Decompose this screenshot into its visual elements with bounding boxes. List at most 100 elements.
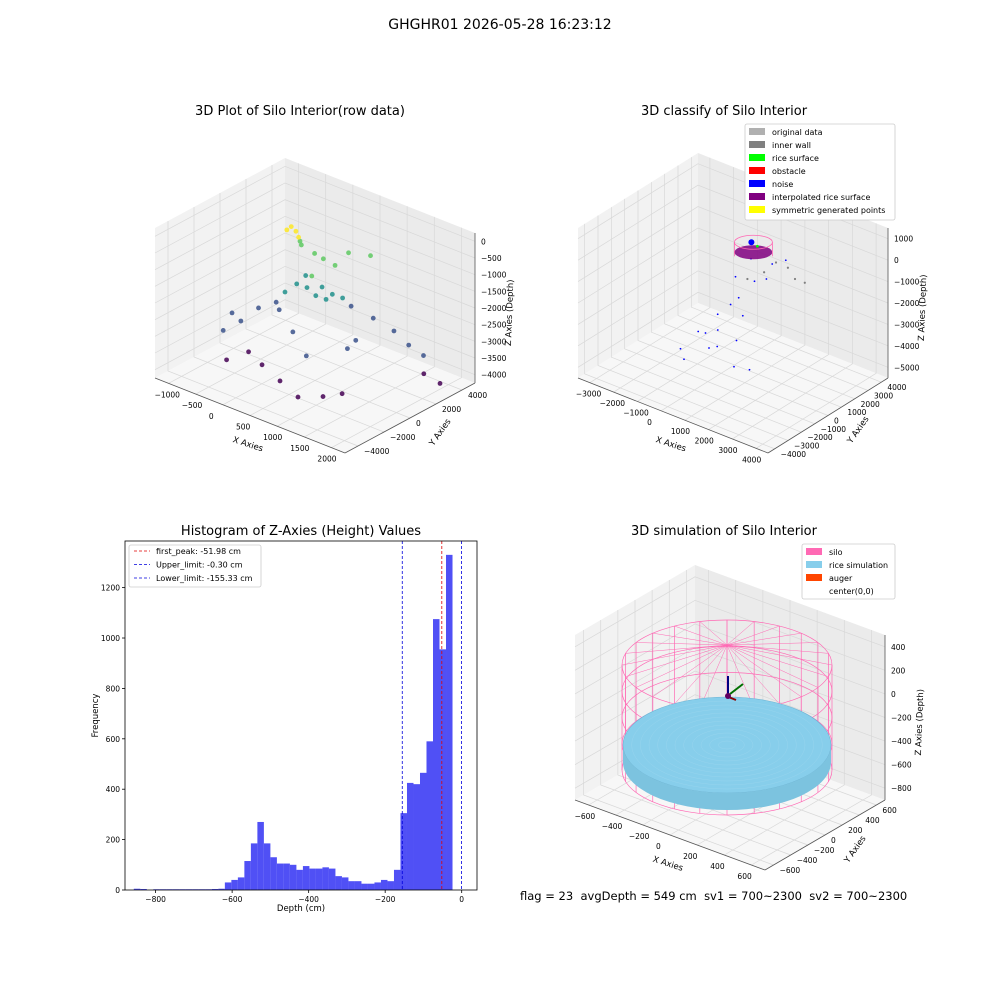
scatter-point	[282, 289, 288, 295]
legend-swatch	[749, 180, 765, 187]
grid-z	[154, 232, 476, 309]
auger-marker	[748, 239, 755, 246]
x-axis-label: X Axies	[654, 435, 687, 454]
histogram-bar	[328, 868, 336, 890]
x-tick-label: −800	[145, 895, 166, 904]
y-axis-line	[344, 382, 476, 454]
grid-x	[222, 184, 354, 406]
grid-y	[624, 198, 815, 425]
histogram-bar	[224, 882, 232, 890]
scatter-point	[220, 328, 226, 333]
legend-swatch	[749, 206, 765, 213]
silo-roof-line	[726, 644, 780, 705]
legend-entry: silo	[829, 548, 843, 557]
scatter-point	[339, 391, 345, 397]
y-axis-line	[767, 377, 889, 454]
original-point	[774, 261, 778, 264]
histogram-bar	[133, 888, 141, 890]
legend-entry: original data	[772, 128, 823, 137]
scatter-point	[256, 305, 261, 311]
z-tick-label: −3500	[481, 354, 507, 363]
scatter-point	[290, 329, 296, 335]
legend-entry: inner wall	[772, 141, 811, 150]
x-tick-label: 4000	[742, 455, 761, 464]
z-tick-label: −400	[891, 737, 912, 746]
y-tick-label: −2000	[807, 433, 833, 442]
z-tick-label: 400	[891, 643, 906, 652]
silo-roof-line	[726, 644, 802, 698]
x-tick-label: −1000	[623, 408, 649, 417]
rice-surface	[622, 696, 832, 810]
grid-z	[154, 182, 476, 259]
histogram-bar	[413, 784, 420, 890]
legend-swatch	[806, 574, 822, 581]
z-tick-label: −2000	[481, 304, 507, 313]
grid-z	[577, 270, 889, 347]
legend-swatch	[806, 561, 822, 568]
z-axis-label: Z Axies (Depth)	[917, 274, 929, 341]
grid-x	[724, 620, 845, 856]
scatter-point	[303, 273, 309, 278]
histogram-bar	[393, 869, 401, 890]
legend-swatch	[749, 167, 765, 174]
y-tick-label: −400	[797, 856, 818, 865]
legend-entry: auger	[829, 574, 853, 583]
y-tick-label: 2000	[861, 400, 880, 409]
rice-surface-point	[756, 244, 759, 248]
histogram-bar	[348, 881, 355, 890]
histogram-bar	[439, 649, 447, 890]
z-tick-label: −3000	[894, 320, 920, 329]
grid-z	[154, 199, 476, 275]
x-tick-label: −500	[182, 401, 203, 410]
histogram-bar	[211, 888, 219, 890]
z-tick-label: −1000	[481, 271, 507, 280]
legend-swatch	[749, 128, 765, 135]
noise-point	[735, 339, 738, 342]
grid-z	[154, 265, 476, 342]
y-tick-label: 1200	[101, 584, 120, 593]
z-tick-label: 0	[481, 237, 486, 246]
auger-y-arrow	[729, 683, 744, 695]
legend-entry: rice simulation	[829, 561, 888, 570]
y-tick-label: −200	[814, 846, 835, 855]
y-tick-label: 4000	[468, 391, 487, 400]
x-tick-label: −3000	[576, 390, 602, 399]
grid-z	[574, 576, 886, 648]
rice-mesh	[718, 740, 736, 750]
scatter-point	[370, 315, 376, 321]
scatter-point	[353, 337, 359, 343]
scatter-point	[421, 353, 426, 358]
scatter-point	[303, 353, 309, 359]
y-tick-label: 4000	[887, 383, 906, 392]
original-point	[803, 281, 806, 284]
x-tick-label: 200	[683, 852, 698, 861]
legend-entry: noise	[772, 180, 793, 189]
rice-mesh	[692, 728, 762, 762]
z-tick-label: −600	[891, 761, 912, 770]
z-tick-label: −2500	[481, 321, 507, 330]
rice-mesh	[683, 724, 771, 766]
scatter-point	[437, 381, 443, 386]
x-tick-label: 0	[656, 842, 661, 851]
scatter-point	[368, 253, 373, 259]
y-tick-label: 600	[106, 735, 121, 744]
grid-y	[600, 620, 791, 856]
legend-histogram: first_peak: -51.98 cm Upper_limit: -0.30 …	[128, 544, 262, 588]
y-tick-label: −4000	[781, 450, 807, 459]
scatter-point	[340, 295, 346, 301]
noise-point	[784, 259, 787, 262]
grid-x	[732, 213, 853, 440]
silo-roof-line	[699, 621, 728, 646]
x-tick-label: 400	[710, 862, 725, 871]
legend-entry: center(0,0)	[829, 587, 874, 596]
grid-y	[583, 630, 774, 866]
y-tick-label: −1000	[821, 425, 847, 434]
scatter-point	[348, 303, 354, 309]
y-axis-label: Y Axies	[427, 417, 454, 449]
y-tick-label: 800	[106, 684, 121, 693]
x-tick-label: −200	[629, 832, 650, 841]
scatter-point	[238, 318, 244, 324]
grid-z	[154, 299, 476, 375]
rice-mesh	[709, 736, 745, 754]
scatter-point	[294, 281, 300, 287]
